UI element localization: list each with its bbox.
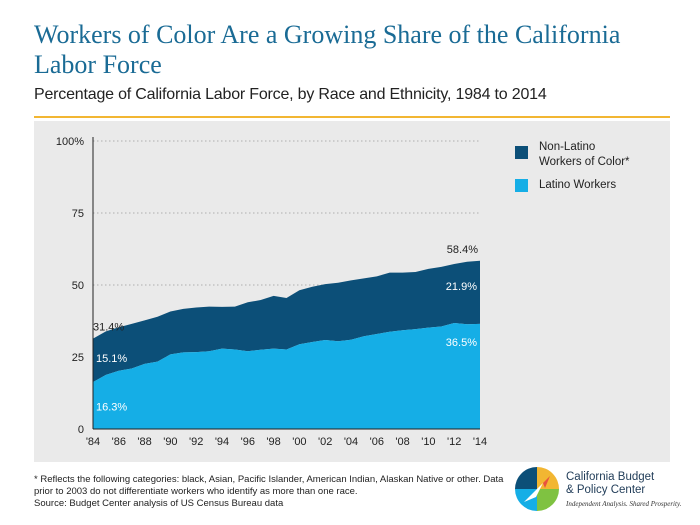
label-total-end: 58.4%	[447, 244, 478, 256]
data-labels: 31.4% 58.4% 15.1% 21.9% 16.3% 36.5%	[93, 244, 478, 414]
legend-swatch-non-latino	[515, 146, 528, 159]
source-text: Source: Budget Center analysis of US Cen…	[34, 498, 284, 509]
label-latino-end: 36.5%	[446, 337, 477, 349]
x-tick-label: '14	[473, 436, 487, 448]
series-area-non-latino	[93, 260, 480, 383]
chart-subtitle: Percentage of California Labor Force, by…	[34, 86, 547, 103]
organization-logo: California Budget & Policy Center Indepe…	[512, 464, 692, 516]
legend-swatch-latino	[515, 179, 528, 192]
legend-label-latino: Latino Workers	[539, 179, 617, 191]
logo-name-line-2: & Policy Center	[566, 484, 646, 496]
x-tick-label: '06	[370, 436, 384, 448]
label-non-latino-start: 15.1%	[96, 353, 127, 365]
x-tick-label: '84	[86, 436, 100, 448]
title-divider	[34, 116, 670, 118]
x-tick-label: '90	[163, 436, 177, 448]
y-tick-label: 50	[72, 280, 84, 292]
label-non-latino-end: 21.9%	[446, 281, 477, 293]
y-tick-label: 75	[72, 208, 84, 220]
x-tick-label: '96	[241, 436, 255, 448]
x-tick-label: '94	[215, 436, 229, 448]
logo-tagline: Independent Analysis. Shared Prosperity.	[566, 500, 682, 508]
x-tick-label: '86	[112, 436, 126, 448]
legend-label-non-latino: Non-Latino Workers of Color*	[539, 141, 630, 168]
chart-title: Workers of Color Are a Growing Share of …	[34, 20, 621, 79]
label-latino-start: 16.3%	[96, 401, 127, 413]
label-total-start: 31.4%	[93, 322, 124, 334]
y-tick-label: 25	[72, 352, 84, 364]
area-series	[93, 260, 480, 429]
x-tick-label: '00	[292, 436, 306, 448]
series-area-latino	[93, 323, 480, 429]
logo-name: California Budget & Policy Center	[566, 471, 654, 497]
x-tick-label: '12	[447, 436, 461, 448]
x-tick-label: '08	[395, 436, 409, 448]
logo-name-line-1: California Budget	[566, 471, 655, 483]
y-tick-label: 0	[78, 424, 84, 436]
x-tick-label: '98	[266, 436, 280, 448]
x-tick-label: '88	[137, 436, 151, 448]
x-tick-label: '04	[344, 436, 358, 448]
footnote-text: * Reflects the following categories: bla…	[34, 474, 504, 497]
footnote: * Reflects the following categories: bla…	[34, 474, 514, 510]
x-tick-label: '10	[421, 436, 435, 448]
compass-logo-icon	[515, 467, 559, 511]
x-tick-label: '92	[189, 436, 203, 448]
y-tick-label: 100%	[56, 136, 84, 148]
x-tick-label: '02	[318, 436, 332, 448]
axes: 0 25 50 75 100% '84 '86 '88 '90 '92 '94 '96 '98 '00 '0…	[56, 136, 487, 448]
